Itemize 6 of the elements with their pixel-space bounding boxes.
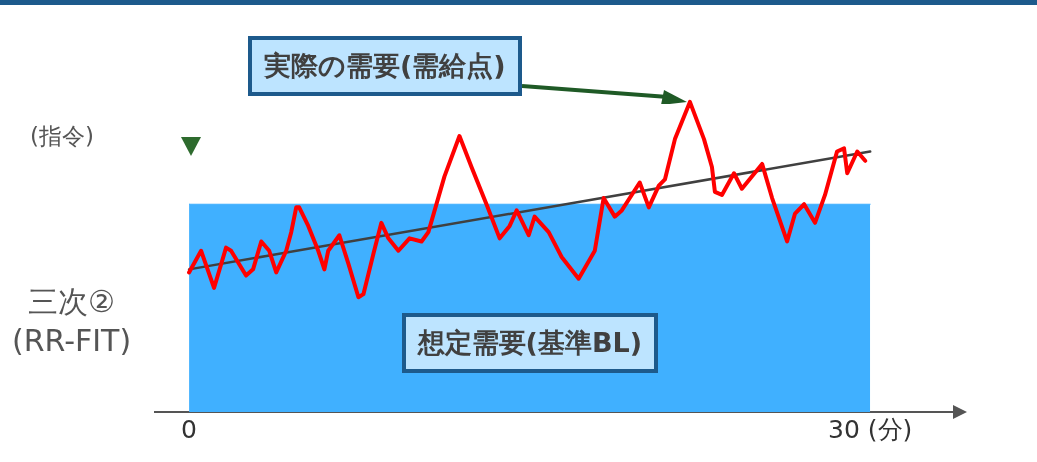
text: 三次② (RR-FIT) bbox=[12, 283, 132, 360]
x-tick-label: 0 bbox=[181, 414, 198, 444]
annotation: 想定需要(基準BL) bbox=[401, 313, 659, 373]
text: (指令) bbox=[30, 122, 94, 151]
x-tick-label: 30 (分) bbox=[828, 414, 913, 444]
text: 実際の需要(需給点) bbox=[248, 36, 522, 96]
